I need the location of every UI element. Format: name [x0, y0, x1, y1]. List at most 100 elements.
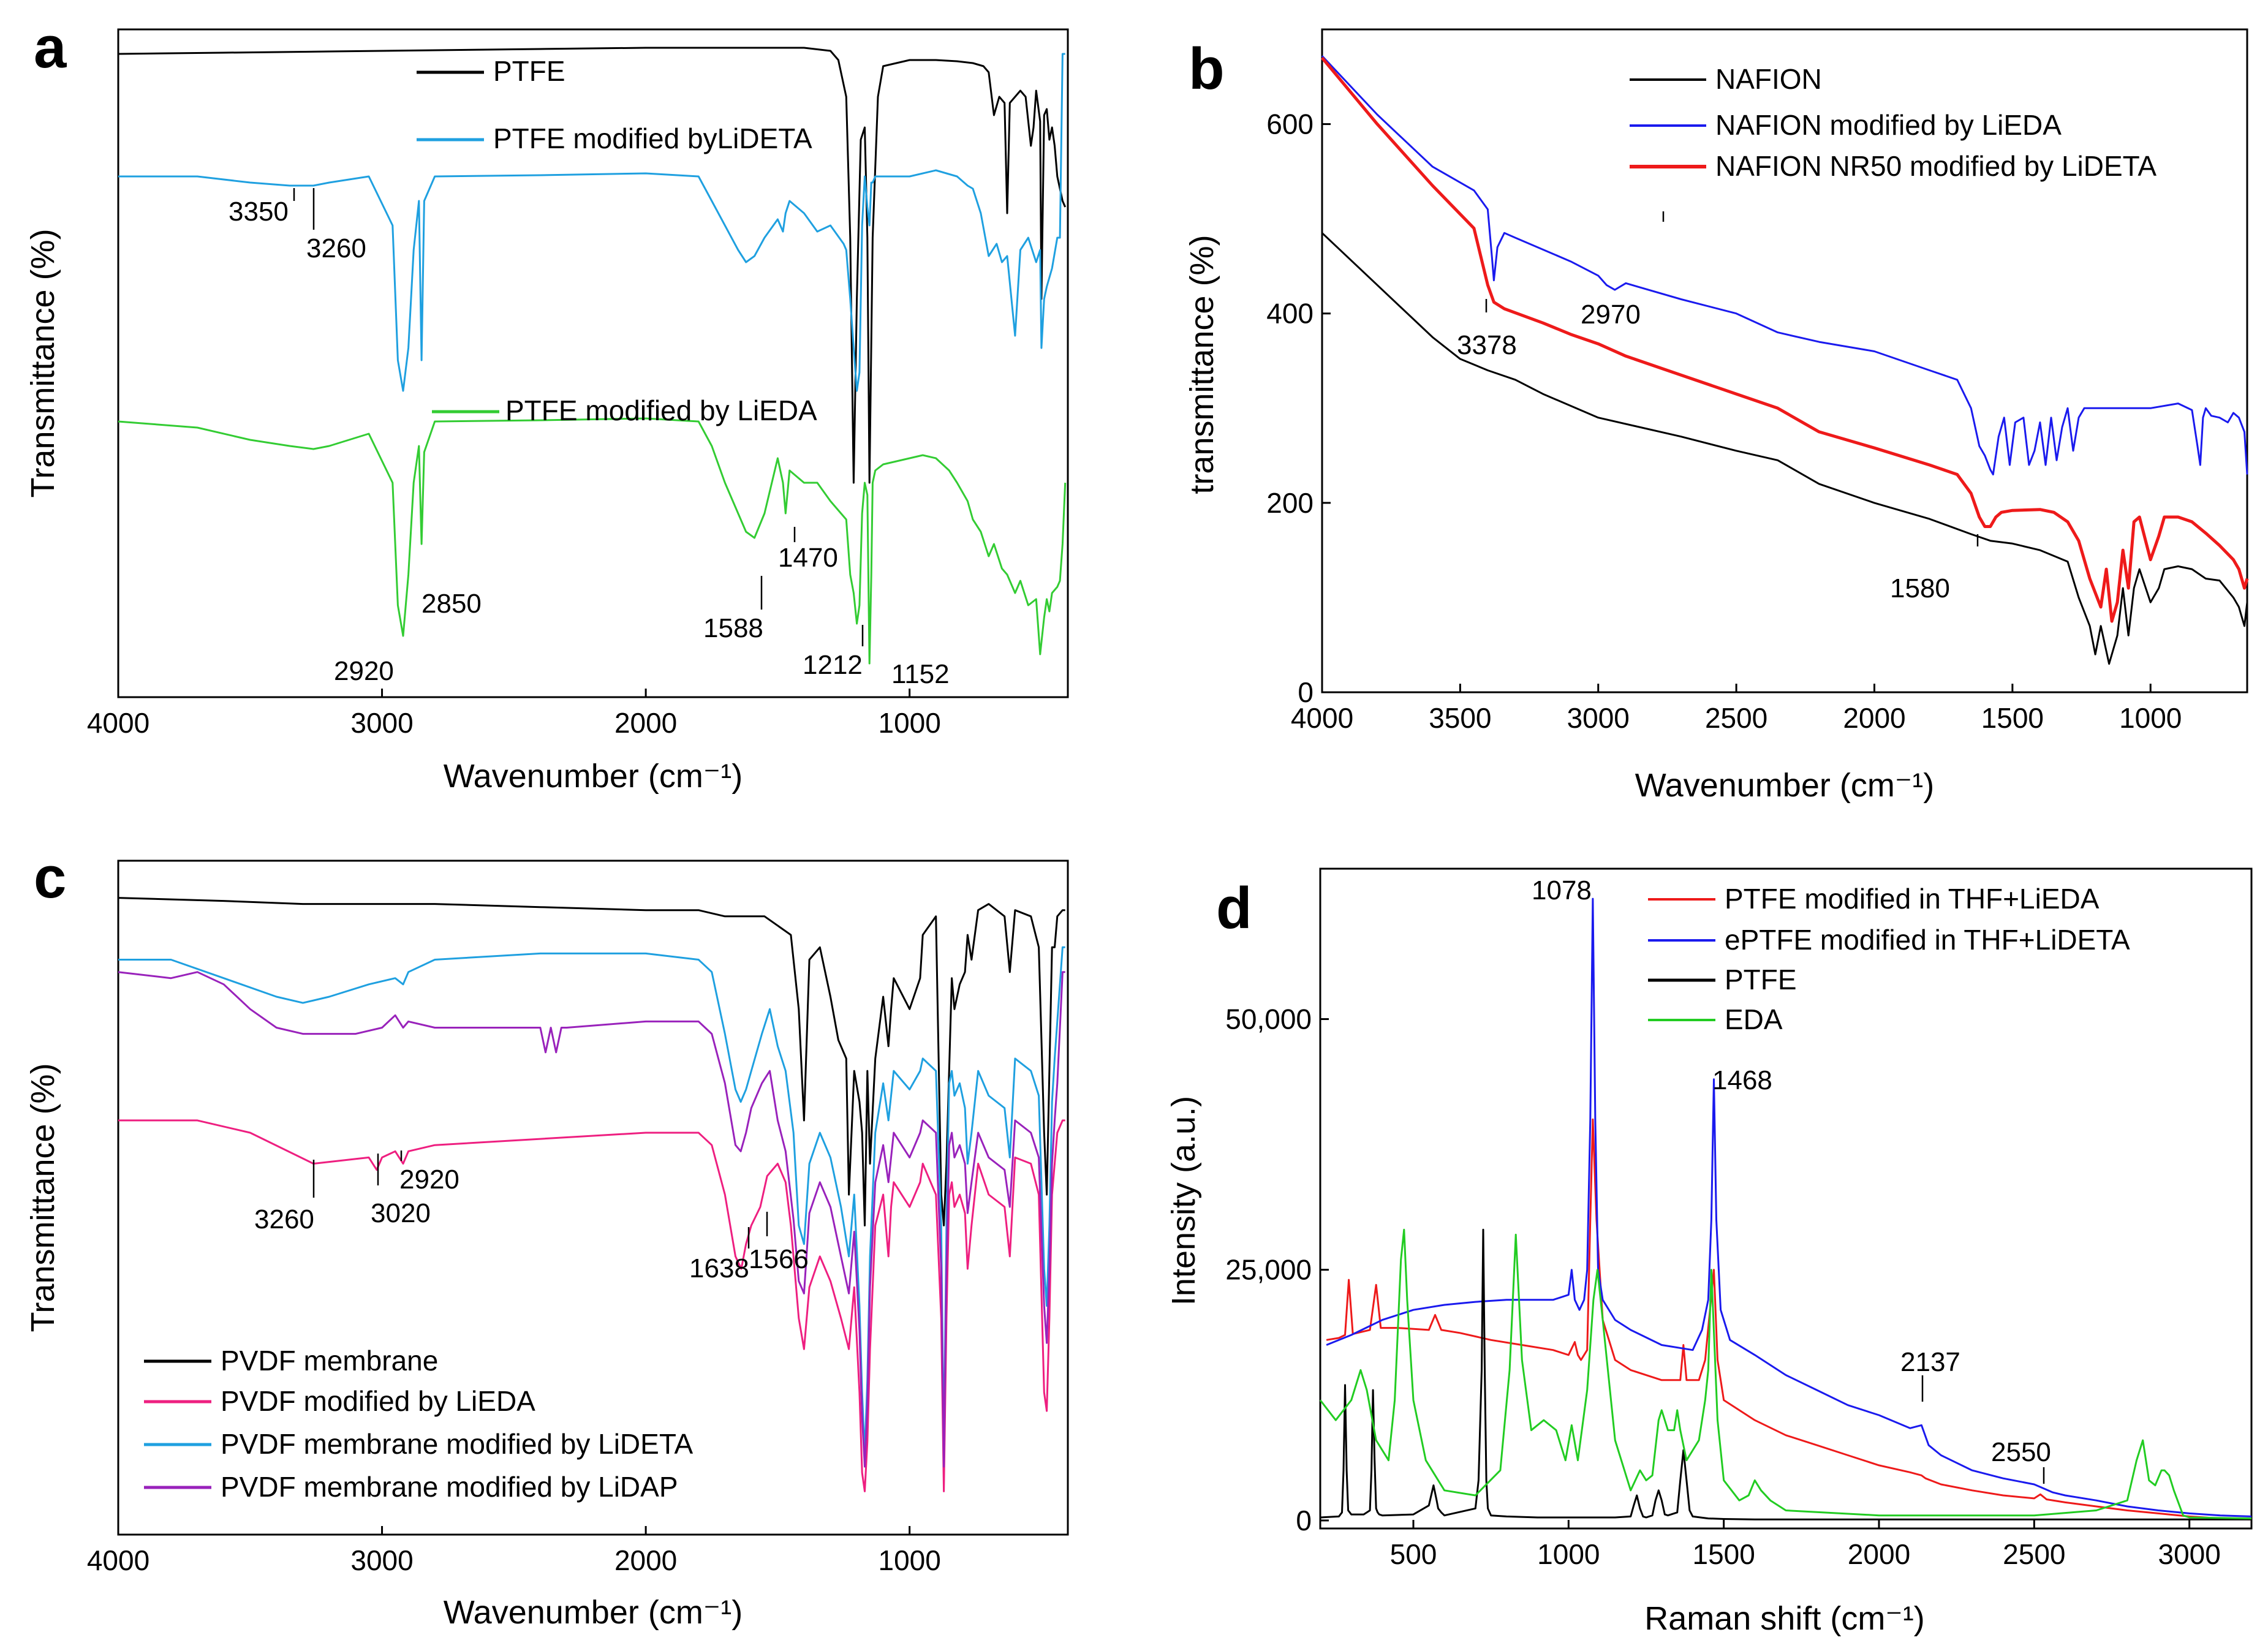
x-tick-label: 2500	[2003, 1538, 2065, 1570]
series-line-nafion-nr50-modified-by-lideta	[1321, 56, 2249, 623]
annotation-2137: 2137	[1900, 1347, 1960, 1377]
panel-c-x-axis-title: Wavenumber (cm⁻¹)	[444, 1594, 743, 1631]
annotation-2920: 2920	[334, 656, 394, 686]
annotation-1566: 1566	[749, 1244, 809, 1274]
legend-label-ptfe-thf-lieda: PTFE modified in THF+LiEDA	[1725, 883, 2100, 915]
x-tick-label: 3000	[350, 1544, 413, 1576]
panel-d-series	[1319, 897, 2252, 1521]
y-tick-label: 25,000	[1225, 1254, 1312, 1286]
y-tick-label: 400	[1266, 298, 1314, 330]
x-tick-label: 2000	[1843, 702, 1905, 734]
annotation-2850: 2850	[421, 589, 482, 619]
annotation-1638: 1638	[689, 1253, 749, 1283]
x-tick-label: 2000	[614, 707, 677, 739]
y-tick-label: 600	[1266, 108, 1314, 140]
legend-label-ptfe-lieda: PTFE modified by LiEDA	[505, 395, 817, 426]
panel-c-series	[118, 897, 1065, 1492]
series-line-pvdf-membrane-modified-by-lidap	[118, 971, 1065, 1468]
series-line-ptfe-modified-by-lieda	[118, 417, 1067, 665]
annotation-1470: 1470	[778, 543, 838, 573]
panel-b-x-axis-title: Wavenumber (cm⁻¹)	[1635, 767, 1935, 804]
x-tick-label: 4000	[87, 1544, 149, 1576]
legend-label-eda: EDA	[1725, 1003, 1783, 1035]
legend-label-eptfe-thf-lideta: ePTFE modified in THF+LiDETA	[1725, 924, 2130, 956]
panel-d-ticks: 500 1000 1500 2000 2500 3000 0 25,000 50,000	[1225, 1003, 2221, 1570]
series-line-pvdf-modified-by-lieda	[118, 1119, 1065, 1492]
series-line-ptfe	[1320, 1228, 2251, 1521]
panel-b-annotations: 3378 2970 1580	[1457, 299, 1979, 603]
panel-b-ticks: 4000 3500 3000 2500 2000 1500 1000 0 200 400 600	[1266, 108, 2182, 734]
panel-a-letter: a	[34, 15, 67, 80]
x-tick-label: 1000	[1537, 1538, 1600, 1570]
x-tick-label: 2000	[1848, 1538, 1910, 1570]
legend-label-pvdf: PVDF membrane	[221, 1345, 438, 1377]
panel-b-letter: b	[1189, 36, 1225, 102]
panel-c-letter: c	[34, 845, 66, 910]
x-tick-label: 4000	[1291, 702, 1353, 734]
annotation-2920: 2920	[399, 1165, 459, 1195]
x-tick-label: 1000	[2119, 702, 2182, 734]
panel-a-x-ticks: 4000 3000 2000 1000	[87, 689, 941, 739]
legend-label-ptfe: PTFE	[493, 55, 565, 87]
panel-c-y-axis-title: Transmittance (%)	[25, 1063, 61, 1332]
annotation-2970: 2970	[1581, 300, 1641, 330]
y-tick-label: 50,000	[1225, 1003, 1312, 1035]
legend-label-nafion: NAFION	[1715, 63, 1822, 95]
series-line-ptfe	[118, 47, 1067, 484]
panel-b-plot-frame	[1321, 28, 2248, 693]
x-tick-label: 3000	[2158, 1538, 2220, 1570]
panel-d-x-axis-title: Raman shift (cm⁻¹)	[1644, 1600, 1925, 1637]
series-line-nafion-modified-by-lieda	[1321, 55, 2248, 475]
panel-d-annotations: 1078 1468 2137 2550	[1532, 875, 2051, 1484]
panel-d-letter: d	[1216, 875, 1252, 941]
annotation-3260: 3260	[306, 233, 366, 263]
x-tick-label: 1500	[1692, 1538, 1755, 1570]
annotation-3350: 3350	[229, 197, 289, 227]
panel-a-plot-frame	[117, 28, 1069, 698]
panel-d-plot-frame	[1319, 867, 2253, 1530]
series-line-ptfe-modified-in-thf-lieda	[1326, 1118, 2252, 1521]
x-tick-label: 2000	[614, 1544, 677, 1576]
legend-label-pvdf-lieda: PVDF modified by LiEDA	[221, 1385, 535, 1417]
panel-a-legend: PTFE PTFE modified byLiDETA PTFE modifie…	[417, 55, 817, 426]
x-tick-label: 3000	[350, 707, 413, 739]
annotation-3260: 3260	[254, 1204, 314, 1234]
series-line-eptfe-modified-in-thf-lideta	[1326, 897, 2252, 1517]
annotation-3378: 3378	[1457, 330, 1517, 360]
panel-c-plot-frame	[117, 860, 1069, 1536]
panel-a-y-axis-title: Transmittance (%)	[25, 229, 61, 497]
panel-c-x-ticks: 4000 3000 2000 1000	[87, 1526, 941, 1576]
y-tick-label: 200	[1266, 487, 1314, 519]
y-tick-label: 0	[1298, 676, 1314, 708]
legend-label-ptfe: PTFE	[1725, 964, 1797, 996]
panel-b: b 4000 3500 3000 2500 2000 1500 1000 0 200 400 600…	[1184, 28, 2249, 804]
series-line-nafion	[1321, 232, 2248, 665]
panel-b-series	[1321, 55, 2249, 665]
panel-c-legend: PVDF membrane PVDF modified by LiEDA PVD…	[144, 1345, 694, 1503]
panel-a-x-axis-title: Wavenumber (cm⁻¹)	[444, 758, 743, 795]
annotation-2550: 2550	[1991, 1437, 2051, 1467]
panel-c-annotations: 3260 3020 2920 1638 1566	[254, 1150, 809, 1283]
series-line-eda	[1319, 1228, 2252, 1520]
x-tick-label: 3500	[1429, 702, 1491, 734]
series-line-ptfe-modified-bylideta	[118, 53, 1065, 392]
x-tick-label: 1500	[1981, 702, 2044, 734]
annotation-1580: 1580	[1890, 573, 1950, 603]
annotation-1078: 1078	[1532, 875, 1592, 905]
panel-b-y-axis-title: transmittance (%)	[1184, 235, 1220, 494]
series-line-pvdf-membrane-modified-by-lideta	[118, 946, 1065, 1456]
legend-label-ptfe-lideta: PTFE modified byLiDETA	[493, 123, 812, 154]
legend-label-pvdf-lideta: PVDF membrane modified by LiDETA	[221, 1428, 694, 1460]
y-tick-label: 0	[1296, 1505, 1312, 1536]
panel-c: c 4000 3000 2000 1000 PVDF membrane PVDF mo…	[25, 845, 1069, 1631]
legend-label-pvdf-lidap: PVDF membrane modified by LiDAP	[221, 1471, 678, 1503]
x-tick-label: 1000	[878, 707, 940, 739]
legend-label-nafion-lieda: NAFION modified by LiEDA	[1715, 109, 2062, 141]
panel-a: a 4000 3000 2000 1000 PTFE PTFE modified by…	[25, 15, 1069, 795]
legend-label-nafion-lideta: NAFION NR50 modified by LiDETA	[1715, 150, 2156, 182]
panel-d-y-axis-title: Intensity (a.u.)	[1165, 1096, 1202, 1305]
panel-b-legend: NAFION NAFION modified by LiEDA NAFION N…	[1630, 63, 2156, 222]
panel-d: d 500 1000 1500 2000 2500 3000 0 25,000 50,000 P…	[1165, 867, 2253, 1637]
annotation-1588: 1588	[703, 613, 763, 643]
panel-a-annotations: 3350 3260 2920 2850 1588 1470 1212 1152	[229, 188, 950, 689]
